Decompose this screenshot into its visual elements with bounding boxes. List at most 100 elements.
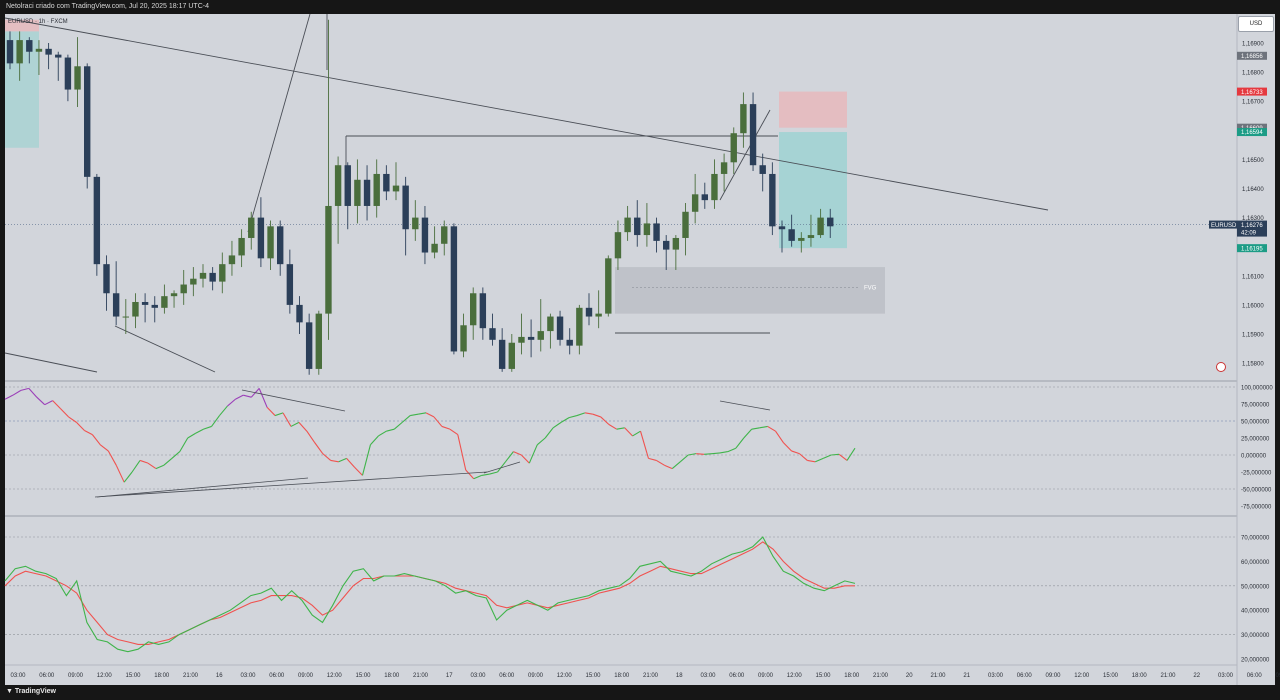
candle-body[interactable]	[392, 185, 400, 192]
candle-body[interactable]	[778, 226, 786, 230]
candle-body[interactable]	[190, 278, 197, 285]
candle-body[interactable]	[460, 325, 467, 352]
candle-body[interactable]	[55, 54, 62, 58]
candle-body[interactable]	[6, 40, 14, 64]
candle-body[interactable]	[556, 316, 564, 340]
candle-body[interactable]	[489, 328, 496, 340]
trend-line[interactable]	[4, 17, 1049, 211]
candle-body[interactable]	[730, 133, 737, 163]
candle-body[interactable]	[180, 284, 187, 294]
candle-body[interactable]	[585, 307, 593, 317]
candle-body[interactable]	[296, 304, 303, 323]
candle-body[interactable]	[286, 264, 294, 305]
rsi-segment	[361, 444, 371, 476]
candle-body[interactable]	[663, 240, 670, 250]
candle-body[interactable]	[431, 243, 438, 253]
candle-body[interactable]	[701, 194, 708, 201]
candle-body[interactable]	[691, 194, 699, 212]
candle-body[interactable]	[788, 229, 795, 241]
rsi-divergence-line[interactable]	[94, 471, 488, 498]
candle-body[interactable]	[305, 322, 313, 369]
candle-body[interactable]	[643, 223, 651, 236]
candle-body[interactable]	[749, 104, 757, 166]
candle-body[interactable]	[26, 40, 33, 52]
candle-body[interactable]	[441, 226, 448, 244]
candle-body[interactable]	[402, 185, 409, 230]
rsi-divergence-line[interactable]	[483, 461, 521, 474]
candle-body[interactable]	[711, 173, 718, 201]
candle-body[interactable]	[624, 217, 631, 233]
candle-body[interactable]	[817, 217, 824, 236]
candle-body[interactable]	[605, 258, 612, 314]
candle-body[interactable]	[682, 211, 689, 238]
candle-body[interactable]	[267, 226, 274, 259]
candle-body[interactable]	[74, 66, 81, 90]
candle-body[interactable]	[508, 342, 515, 369]
candle-body[interactable]	[45, 48, 52, 55]
candle-body[interactable]	[257, 217, 265, 259]
rsi-segment	[91, 434, 101, 446]
candle-body[interactable]	[363, 179, 371, 206]
trend-line[interactable]	[4, 352, 98, 373]
candle-body[interactable]	[827, 217, 834, 227]
candle-body[interactable]	[421, 217, 429, 253]
rsi-divergence-line[interactable]	[96, 477, 309, 498]
candle-body[interactable]	[170, 293, 178, 297]
candle-body[interactable]	[373, 173, 380, 206]
candle-body[interactable]	[518, 336, 525, 343]
candle-body[interactable]	[769, 173, 776, 227]
candle-body[interactable]	[566, 339, 573, 346]
candle-body[interactable]	[576, 307, 583, 346]
candle-body[interactable]	[238, 237, 245, 256]
candle-body[interactable]	[141, 301, 149, 305]
candle-body[interactable]	[35, 48, 43, 52]
rsi-divergence-line[interactable]	[719, 400, 771, 411]
candle-body[interactable]	[412, 217, 419, 230]
candle-body[interactable]	[315, 313, 322, 369]
candle-body[interactable]	[634, 217, 641, 236]
candle-body[interactable]	[199, 272, 207, 279]
candle-body[interactable]	[103, 264, 110, 294]
candle-body[interactable]	[740, 104, 747, 134]
candle-body[interactable]	[354, 179, 361, 206]
candle-body[interactable]	[228, 255, 236, 265]
candle-body[interactable]	[759, 165, 766, 174]
candle-body[interactable]	[595, 313, 602, 317]
candle-body[interactable]	[807, 235, 815, 238]
candle-body[interactable]	[16, 40, 23, 64]
trend-line[interactable]	[719, 109, 771, 201]
trend-line[interactable]	[114, 325, 216, 373]
candle-body[interactable]	[93, 176, 101, 265]
candle-body[interactable]	[547, 316, 554, 332]
candle-body[interactable]	[84, 66, 91, 177]
candle-body[interactable]	[470, 293, 477, 326]
candle-body[interactable]	[325, 205, 332, 314]
candle-body[interactable]	[479, 293, 487, 329]
candle-body[interactable]	[720, 162, 728, 174]
candle-body[interactable]	[248, 217, 255, 238]
trend-line[interactable]	[247, 13, 311, 233]
candle-body[interactable]	[537, 331, 544, 340]
candle-body[interactable]	[64, 57, 72, 90]
candle-body[interactable]	[383, 173, 390, 192]
rsi-divergence-line[interactable]	[241, 389, 346, 412]
candle-body[interactable]	[122, 316, 129, 318]
candle-body[interactable]	[277, 226, 284, 265]
currency-button[interactable]: USD	[1238, 16, 1274, 32]
candle-body[interactable]	[614, 232, 622, 259]
candle-body[interactable]	[334, 165, 342, 206]
candle-body[interactable]	[653, 223, 660, 241]
candle-body[interactable]	[344, 165, 351, 206]
candle-body[interactable]	[798, 237, 805, 241]
candle-body[interactable]	[450, 226, 458, 352]
candle-body[interactable]	[498, 339, 506, 369]
candle-body[interactable]	[209, 272, 216, 282]
candle-body[interactable]	[672, 237, 680, 250]
candle-body[interactable]	[132, 301, 139, 317]
candle-body[interactable]	[527, 336, 535, 340]
candle-body[interactable]	[161, 296, 168, 308]
candle-body[interactable]	[151, 304, 158, 308]
candle-body[interactable]	[219, 264, 226, 282]
candle-body[interactable]	[112, 293, 120, 317]
